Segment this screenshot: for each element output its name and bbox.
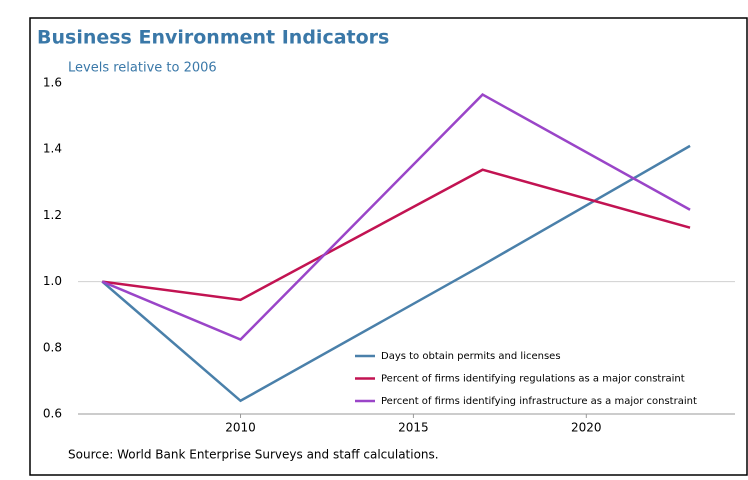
y-tick-label: 1.6 — [43, 76, 62, 90]
chart-subtitle: Levels relative to 2006 — [68, 61, 217, 76]
series-line — [101, 144, 691, 403]
x-tick-label: 2015 — [398, 421, 429, 435]
legend-label: Percent of firms identifying infrastruct… — [381, 396, 697, 407]
x-tick-label: 2010 — [225, 421, 256, 435]
series-line — [101, 93, 691, 342]
chart-frame — [29, 17, 748, 476]
series-line — [102, 168, 691, 302]
legend-label: Percent of firms identifying regulations… — [381, 374, 685, 385]
legend-label: Days to obtain permits and licenses — [381, 351, 561, 362]
y-tick-label: 0.8 — [43, 340, 62, 354]
y-tick-label: 1.4 — [43, 142, 62, 156]
y-tick-label: 1.0 — [43, 274, 62, 288]
y-tick-label: 0.6 — [43, 407, 62, 421]
y-tick-label: 1.2 — [43, 208, 62, 222]
source-note: Source: World Bank Enterprise Surveys an… — [68, 448, 439, 462]
x-tick-label: 2020 — [571, 421, 602, 435]
chart-title: Business Environment Indicators — [37, 27, 389, 49]
